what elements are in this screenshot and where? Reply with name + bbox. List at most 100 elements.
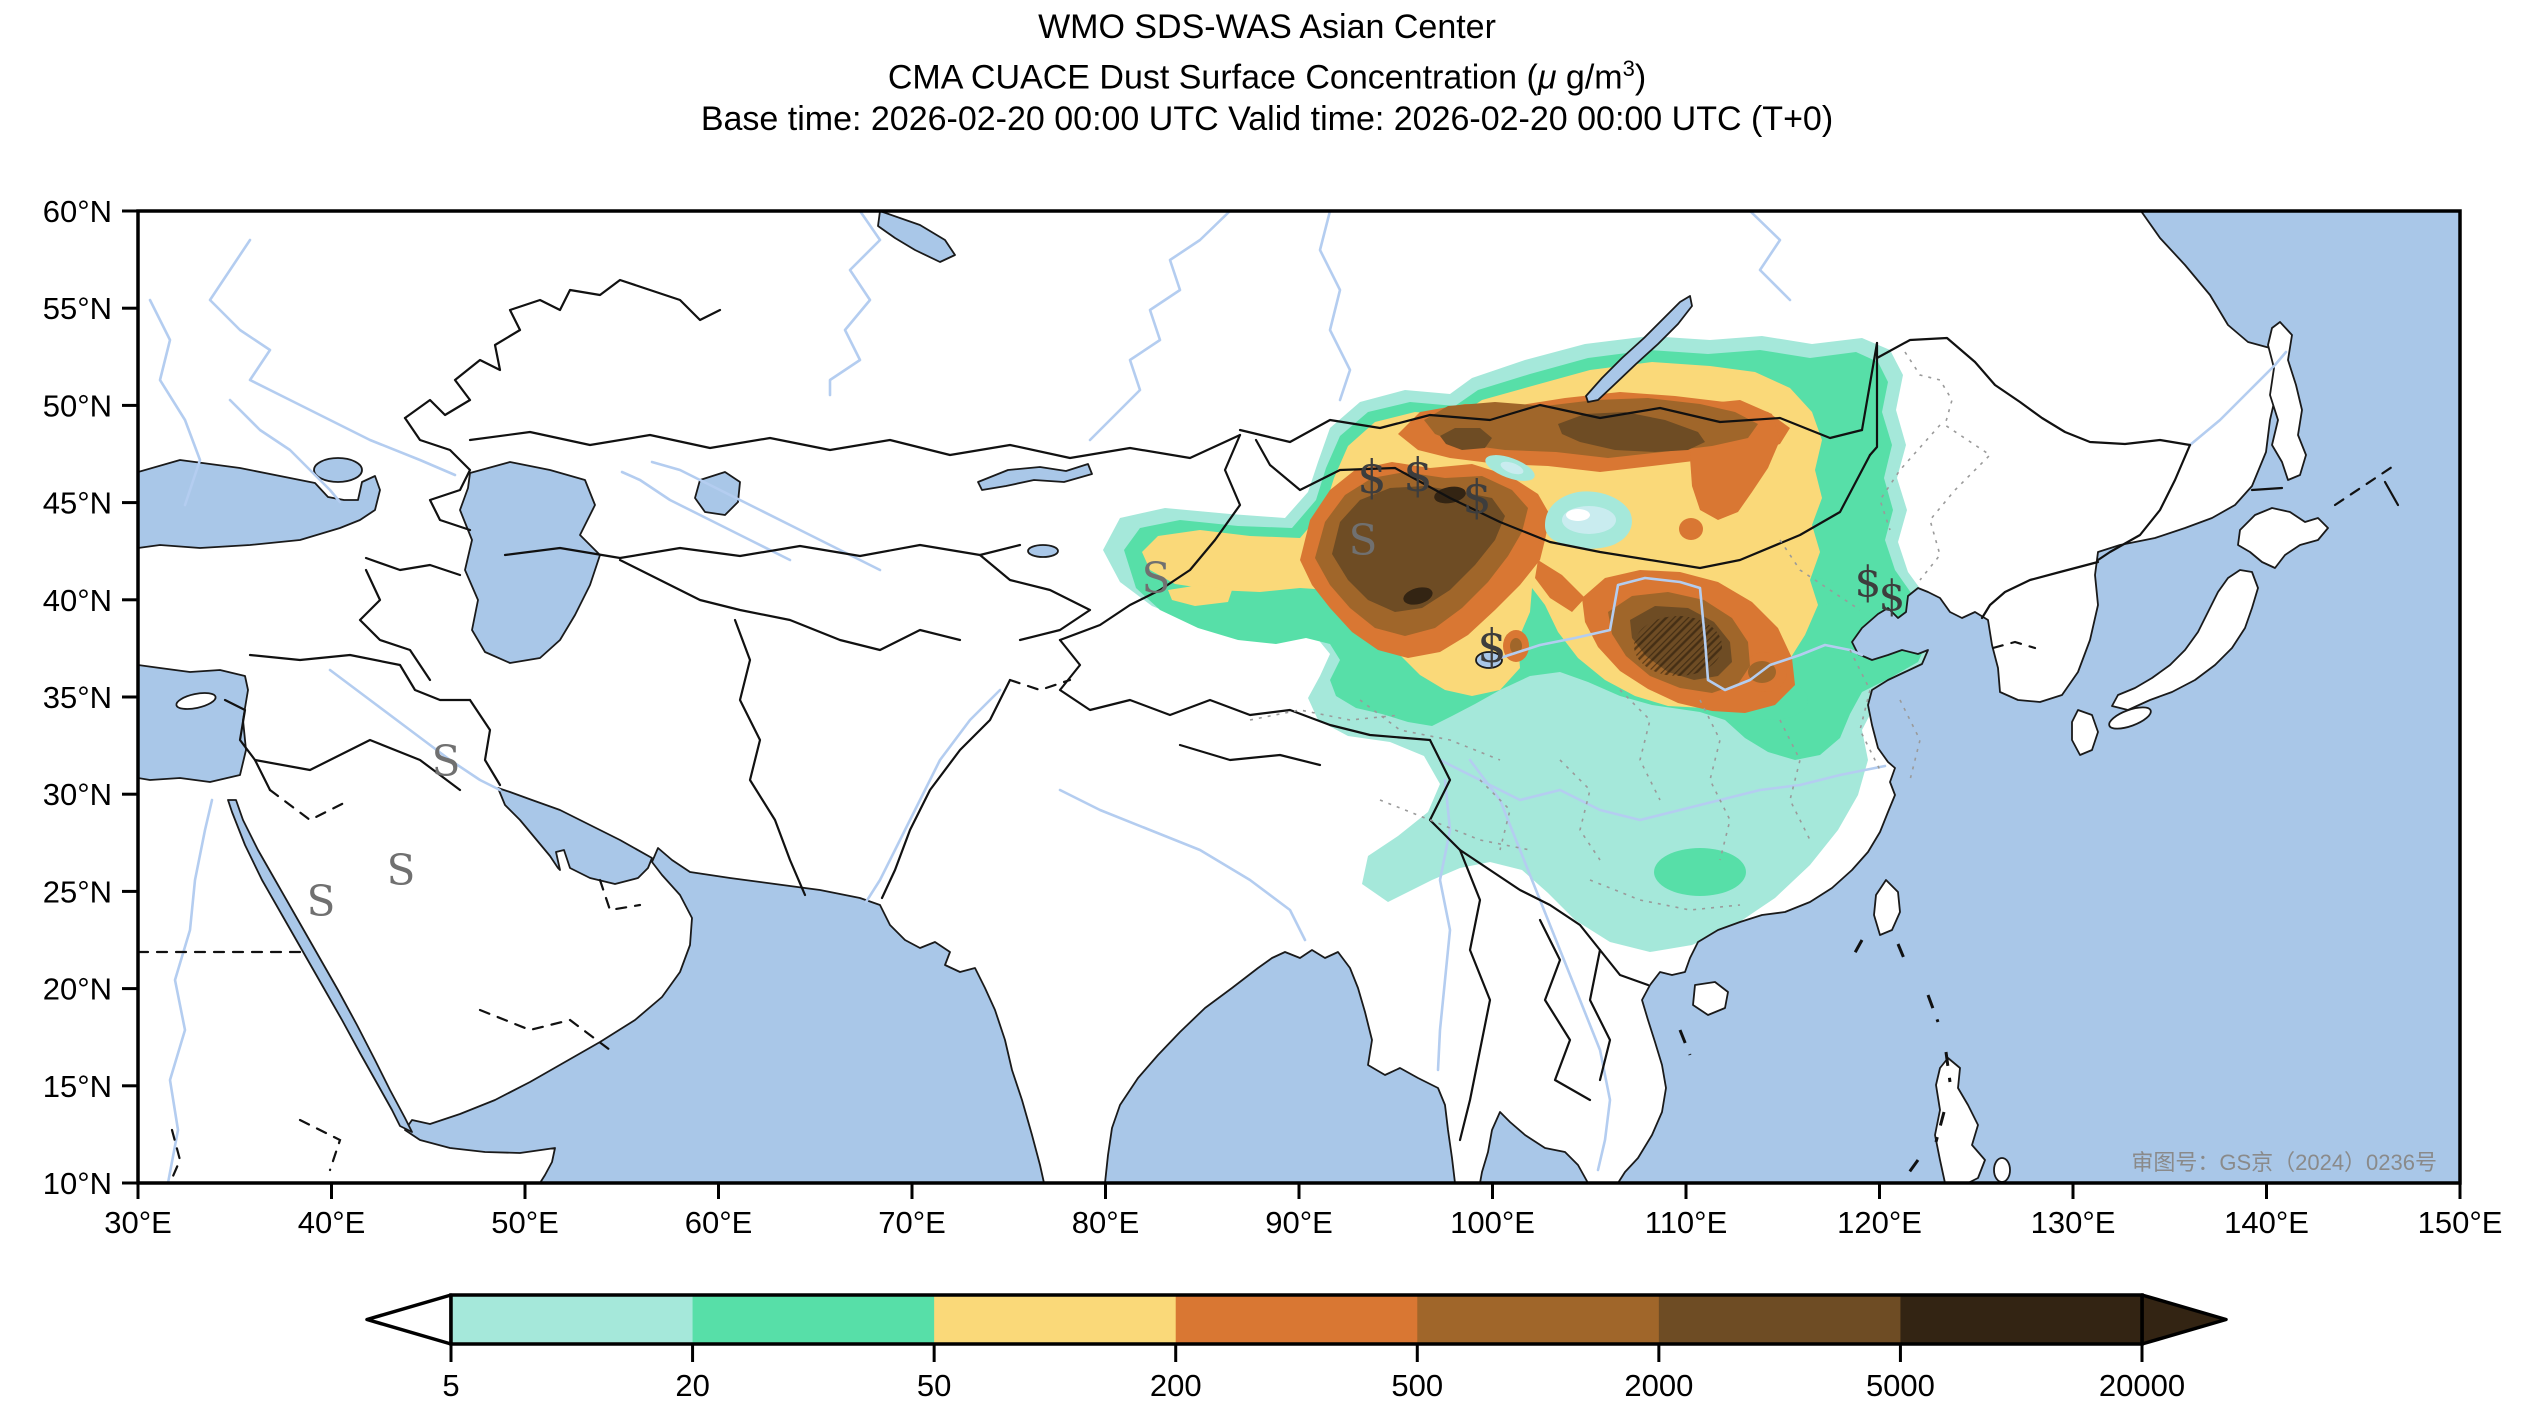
y-tick-label: 15°N — [43, 1069, 112, 1104]
red-sea — [227, 799, 413, 1133]
island-shikoku — [2108, 706, 2152, 730]
gulf-of-thailand — [1479, 1111, 1589, 1183]
island-kyushu — [2071, 709, 2099, 756]
colorbar-segment — [1417, 1295, 1660, 1344]
island-taiwan — [1873, 879, 1901, 936]
lake-balkhash — [977, 463, 1093, 491]
x-tick-label: 90°E — [1265, 1205, 1333, 1240]
colorbar-tick-label: 5 — [442, 1368, 459, 1403]
y-tick-label: 30°N — [43, 777, 112, 812]
colorbar-segment — [1658, 1295, 1902, 1344]
country-borders — [138, 278, 2400, 1183]
colorbar-segment — [1175, 1295, 1419, 1344]
dust-strip-50 — [1168, 585, 1232, 606]
dust-hole2-pale — [1500, 461, 1524, 475]
colorbar-legend: 5 20 50 200 500 2000 5000 20000 — [365, 1293, 2228, 1403]
dust-contour-2000-north-b — [1558, 412, 1705, 452]
white-sea — [877, 211, 956, 263]
y-tick-label: 60°N — [43, 194, 112, 229]
dust-contour-5000 — [1403, 587, 1433, 605]
dust-symbol-duststorm: $ — [1477, 619, 1506, 673]
dust-symbol-duststorm: $ — [1462, 470, 1491, 524]
y-tick-label: 35°N — [43, 680, 112, 715]
bay-of-bengal — [1104, 949, 1456, 1183]
rivers — [148, 211, 2288, 1183]
x-tick-label: 80°E — [1072, 1205, 1140, 1240]
colorbar-segment — [692, 1295, 936, 1344]
dust-symbol-haze: S — [1349, 516, 1378, 565]
dust-symbol-duststorm: $ — [1855, 558, 1882, 607]
dust-symbol-duststorm: $ — [1403, 448, 1432, 502]
dust-symbol-haze: S — [432, 737, 461, 786]
dust-spot-200 — [1679, 518, 1703, 540]
dust-patch-20 — [1654, 848, 1746, 896]
x-tick-label: 50°E — [491, 1205, 559, 1240]
island-hainan — [1692, 981, 1729, 1016]
dust-symbol-duststorm: $ — [1879, 572, 1906, 621]
mediterranean-sea — [138, 664, 249, 783]
dust-hole-pale — [1562, 506, 1616, 534]
island-philippine — [1993, 1157, 2011, 1183]
black-sea — [138, 459, 381, 549]
islands — [175, 321, 2329, 1183]
dust-contour-2000-north-a — [1440, 428, 1492, 450]
x-tick-label: 100°E — [1450, 1205, 1535, 1240]
subtitle: CMA CUACE Dust Surface Concentration (μ … — [887, 56, 1647, 97]
arabian-sea — [404, 847, 1045, 1183]
colorbar-segment — [934, 1295, 1177, 1344]
title-block: WMO SDS-WAS Asian Center CMA CUACE Dust … — [0, 6, 2534, 140]
page-title: WMO SDS-WAS Asian Center — [1038, 8, 1496, 46]
persian-gulf — [497, 787, 653, 885]
y-tick-label: 50°N — [43, 388, 112, 423]
water-bodies — [138, 211, 2460, 1183]
colorbar-tick-label: 50 — [917, 1368, 951, 1403]
dust-contour-200-bridge — [1535, 560, 1585, 612]
x-tick-label: 110°E — [1645, 1205, 1728, 1240]
colorbar-segment — [451, 1295, 694, 1344]
y-axis: 60°N 55°N 50°N 45°N 40°N 35°N 30°N 25°N 20°N 15°N… — [43, 194, 138, 1201]
y-tick-label: 45°N — [43, 486, 112, 521]
island-honshu — [2111, 569, 2259, 711]
x-tick-label: 150°E — [2418, 1205, 2503, 1240]
colorbar-tick-label: 2000 — [1624, 1368, 1693, 1403]
colorbar-underflow-arrow — [365, 1293, 453, 1346]
dust-symbol-haze: S — [1142, 554, 1171, 603]
dust-hole-core — [1566, 509, 1590, 521]
x-tick-label: 120°E — [1837, 1205, 1922, 1240]
time-caption: Base time: 2026-02-20 00:00 UTC Valid ti… — [700, 100, 1834, 139]
y-tick-label: 10°N — [43, 1166, 112, 1201]
qinghai-lake — [1475, 651, 1503, 669]
island-hokkaido — [2237, 507, 2329, 569]
x-tick-label: 70°E — [878, 1205, 946, 1240]
y-tick-label: 20°N — [43, 972, 112, 1007]
colorbar-overflow-arrow — [2140, 1293, 2228, 1346]
y-tick-label: 55°N — [43, 291, 112, 326]
x-tick-label: 60°E — [685, 1205, 753, 1240]
caspian-sea — [459, 461, 601, 664]
lake-baikal — [1585, 295, 1693, 403]
colorbar-outline — [449, 1293, 2144, 1346]
y-tick-label: 40°N — [43, 583, 112, 618]
colorbar-tick-label: 5000 — [1866, 1368, 1935, 1403]
colorbar-tick-label: 20000 — [2099, 1368, 2185, 1403]
lake-issyk-kul — [1027, 544, 1059, 558]
y-tick-label: 25°N — [43, 874, 112, 909]
dust-symbol-haze: S — [387, 846, 416, 895]
dust-hatch-overlay — [1634, 616, 1722, 676]
dust-contour-5000 — [1434, 486, 1466, 504]
island-luzon — [1934, 1057, 1986, 1183]
x-tick-label: 130°E — [2031, 1205, 2116, 1240]
colorbar-tick-label: 20 — [675, 1368, 709, 1403]
dust-symbol-duststorm: $ — [1357, 450, 1386, 504]
colorbar-tick-label: 500 — [1391, 1368, 1443, 1403]
province-borders — [1249, 351, 1992, 911]
map-approval-annotation: 审图号：GS京（2024）0236号 — [2131, 1150, 2437, 1175]
x-tick-label: 30°E — [104, 1205, 172, 1240]
nine-dash-line — [1678, 939, 1952, 1179]
dust-spot-500 — [1510, 638, 1522, 654]
pacific-ocean — [1617, 211, 2460, 1183]
dust-symbol-haze: S — [307, 877, 336, 926]
x-tick-label: 40°E — [298, 1205, 366, 1240]
